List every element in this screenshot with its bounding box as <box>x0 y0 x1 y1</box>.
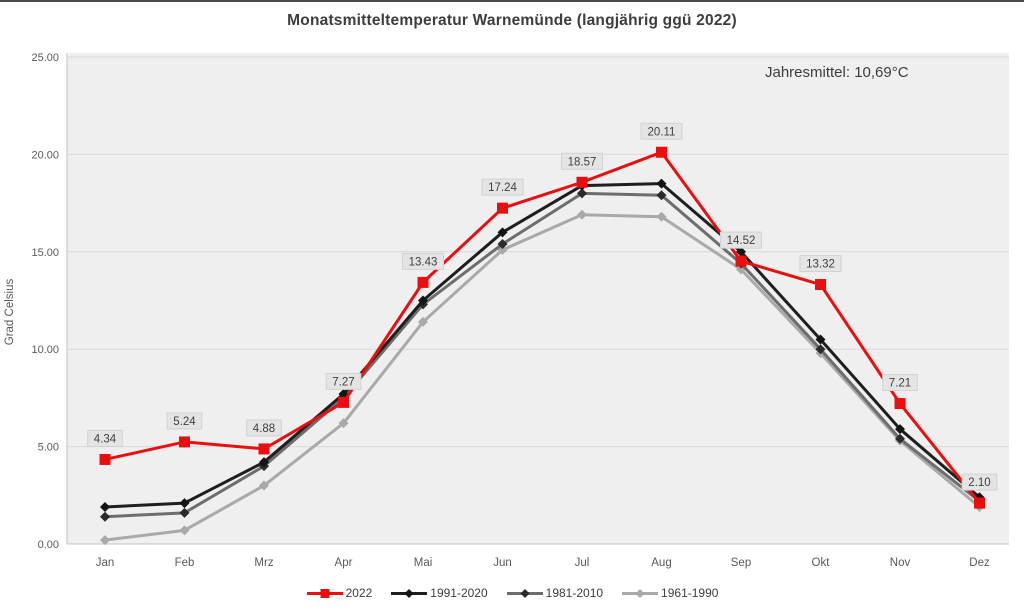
svg-text:25.00: 25.00 <box>31 52 59 64</box>
legend-label: 2022 <box>345 586 373 600</box>
chart-title: Monatsmitteltemperatur Warnemünde (langj… <box>287 12 737 29</box>
legend-marker-icon <box>506 588 543 598</box>
svg-text:5.24: 5.24 <box>173 416 196 428</box>
svg-text:4.88: 4.88 <box>253 423 275 435</box>
data-labels-2022: 4.34 5.24 4.88 7.27 13.43 17.24 18.57 20.11 14.5… <box>87 122 998 491</box>
svg-text:5.00: 5.00 <box>38 442 59 454</box>
legend-item-1961-1990: 1961-1990 <box>621 586 718 600</box>
legend-item-1991-2020: 1991-2020 <box>390 586 488 600</box>
svg-text:13.32: 13.32 <box>806 259 835 271</box>
svg-text:Mrz: Mrz <box>254 557 273 569</box>
legend-label: 1961-1990 <box>661 586 719 600</box>
svg-text:20.00: 20.00 <box>31 149 59 161</box>
svg-text:18.57: 18.57 <box>568 156 597 168</box>
svg-text:7.27: 7.27 <box>332 376 354 388</box>
svg-text:Jun: Jun <box>493 557 512 569</box>
svg-text:10.00: 10.00 <box>31 344 59 356</box>
gridlines <box>66 53 1009 545</box>
legend-label: 1981-2010 <box>545 586 604 600</box>
svg-text:Feb: Feb <box>175 557 195 569</box>
svg-text:Jan: Jan <box>96 557 115 569</box>
svg-text:Jul: Jul <box>575 557 590 569</box>
svg-text:Sep: Sep <box>731 557 751 569</box>
svg-text:Apr: Apr <box>335 557 353 569</box>
svg-text:Nov: Nov <box>890 557 911 569</box>
svg-text:Okt: Okt <box>812 557 831 569</box>
svg-text:0.00: 0.00 <box>38 539 59 551</box>
svg-text:2.10: 2.10 <box>968 477 990 489</box>
legend-marker-icon <box>391 588 428 598</box>
chart-legend: 2022 1991-2020 1981-2010 1961-1990 <box>0 586 1024 600</box>
y-axis-title: Grad Celsius <box>4 279 16 346</box>
legend-item-2022: 2022 <box>306 586 373 600</box>
x-axis-labels: Jan Feb Mrz Apr Mai Jun Jul Aug Sep Okt Nov Dez <box>96 557 990 569</box>
series-1961-1990 <box>100 209 985 546</box>
annual-mean-annotation: Jahresmittel: 10,69°C <box>765 64 909 81</box>
y-axis-labels: 0.00 5.00 10.00 15.00 20.00 25.00 <box>31 52 59 551</box>
svg-text:Mai: Mai <box>414 557 433 569</box>
svg-text:4.34: 4.34 <box>94 433 117 445</box>
series-2022 <box>99 146 985 509</box>
svg-text:Dez: Dez <box>969 557 990 569</box>
legend-marker-icon <box>622 588 659 598</box>
svg-text:20.11: 20.11 <box>648 126 676 138</box>
plot-area <box>67 53 1009 544</box>
svg-text:Aug: Aug <box>651 557 671 569</box>
svg-text:14.52: 14.52 <box>727 235 756 247</box>
svg-text:13.43: 13.43 <box>409 256 438 268</box>
svg-text:7.21: 7.21 <box>889 378 911 390</box>
svg-text:Grad Celsius: Grad Celsius <box>4 279 16 346</box>
series-1991-2020 <box>100 178 985 512</box>
legend-item-1981-2010: 1981-2010 <box>506 586 603 600</box>
svg-text:15.00: 15.00 <box>31 247 59 259</box>
svg-text:17.24: 17.24 <box>488 182 517 194</box>
legend-label: 1991-2020 <box>430 586 488 600</box>
legend-marker-icon <box>306 588 343 598</box>
